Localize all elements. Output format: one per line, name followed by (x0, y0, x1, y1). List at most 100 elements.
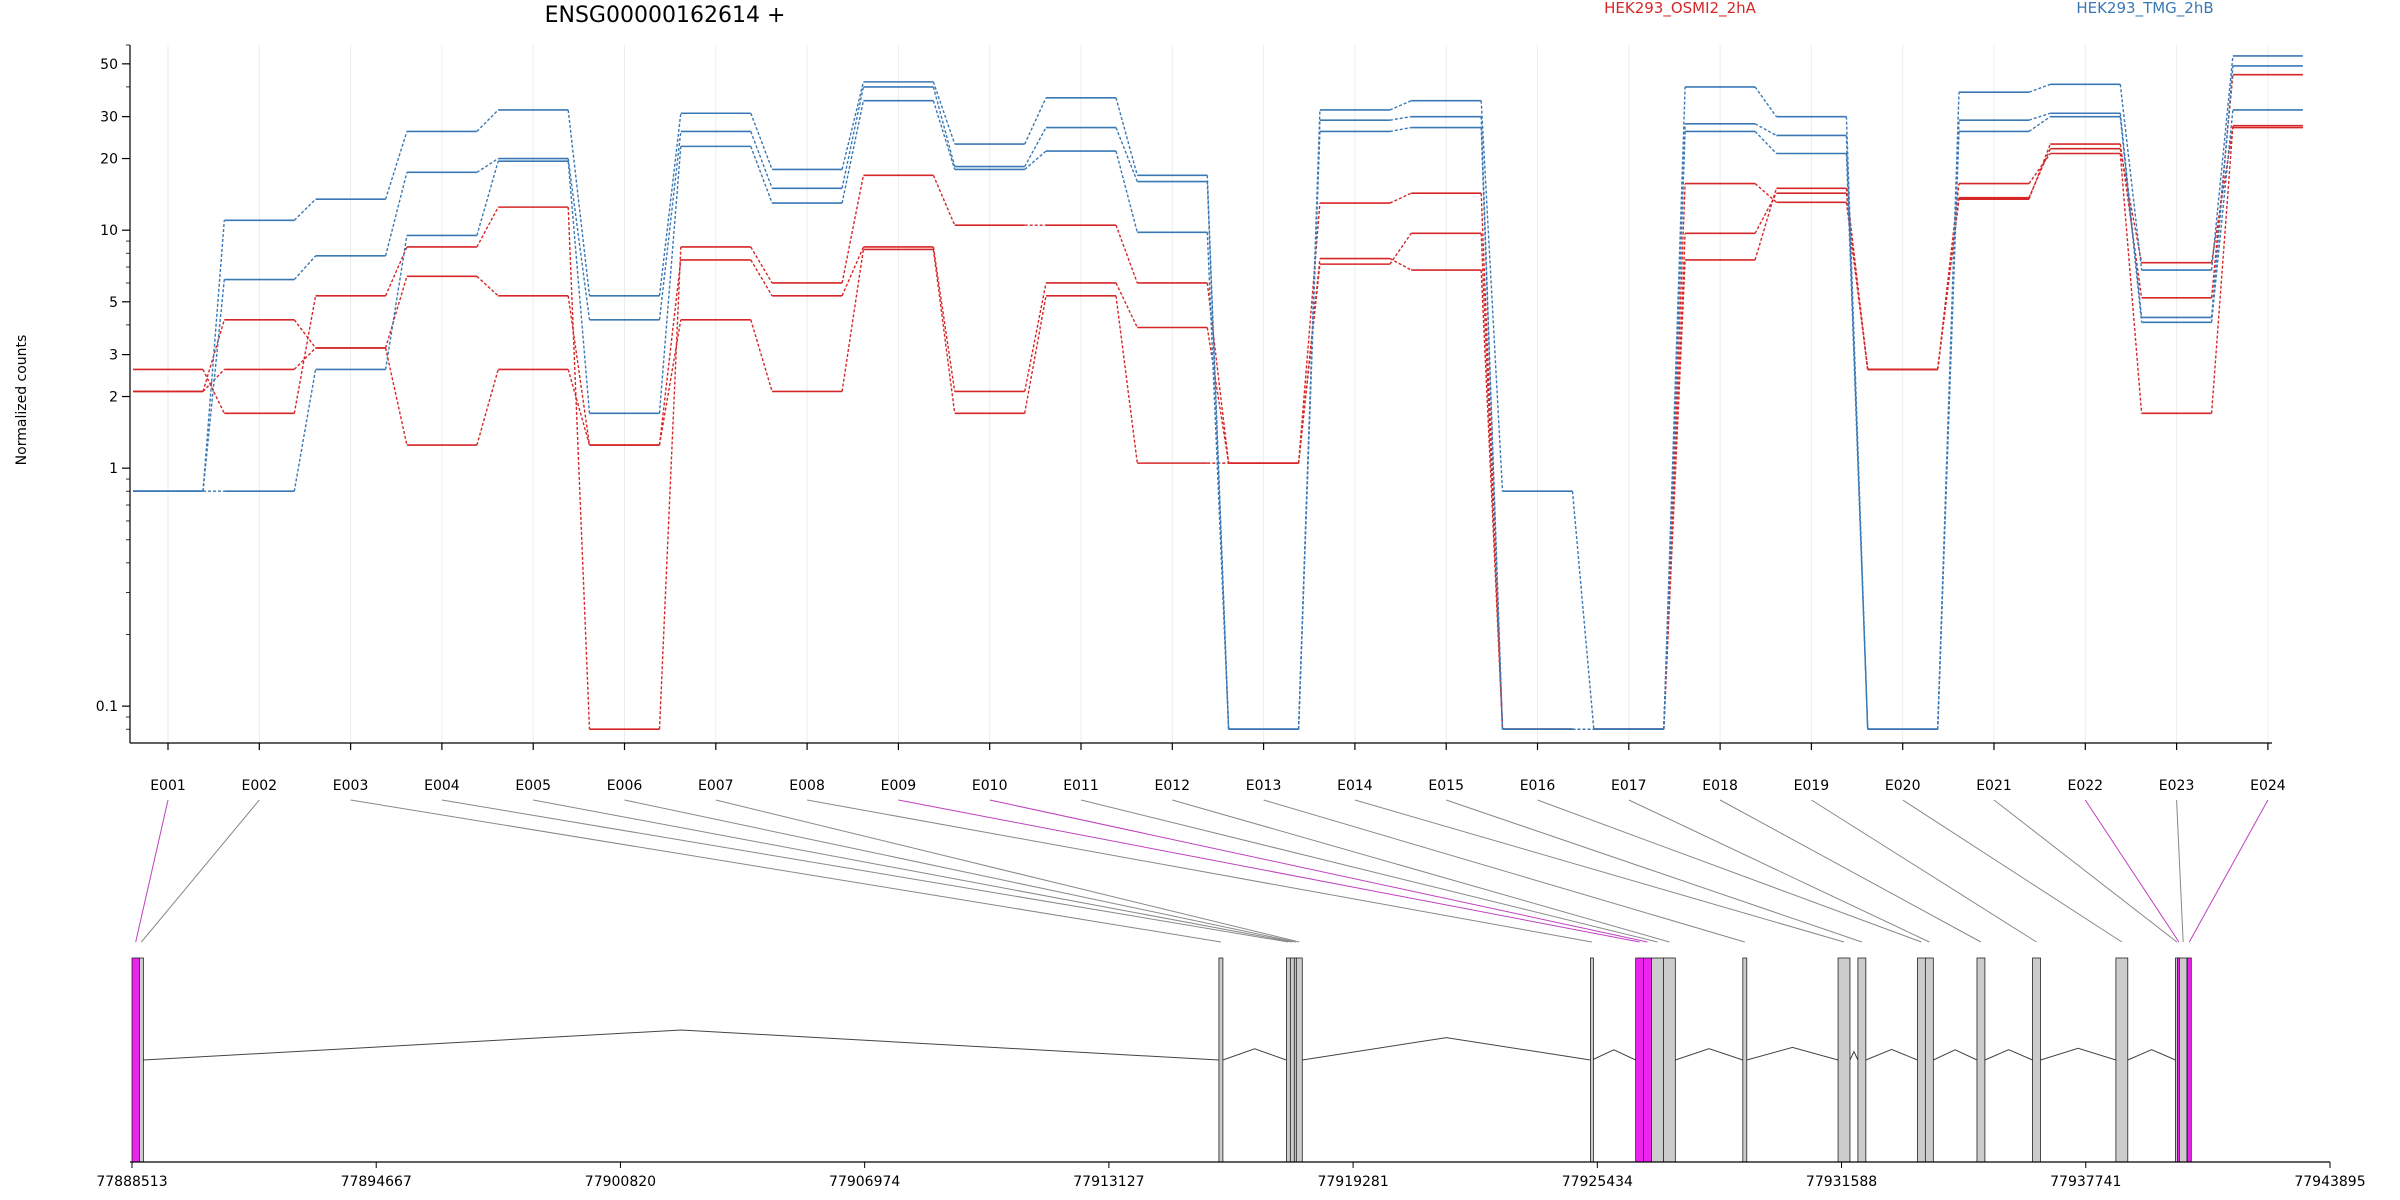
plot-axes (129, 45, 2272, 744)
connector-e002 (141, 799, 260, 943)
connector-e022 (2084, 799, 2180, 943)
intron-line (1302, 1037, 1591, 1061)
connector-e016 (1537, 799, 1922, 943)
series-2-connector (750, 259, 773, 297)
exon-box-e007 (1295, 957, 1303, 1163)
series-4-connector (1115, 97, 1138, 176)
x-tick-label-e014: E014 (1337, 778, 1373, 794)
intron-line (1746, 1046, 1839, 1061)
x-tick-label-e019: E019 (1794, 778, 1830, 794)
x-tick-label-e009: E009 (881, 778, 917, 794)
x-tick-label-e015: E015 (1428, 778, 1464, 794)
series-2-connector (2028, 148, 2051, 198)
series-1-connector (841, 175, 865, 284)
connector-e011 (1080, 799, 1658, 943)
gene-model (131, 957, 2192, 1163)
series-4-connector (1571, 491, 1595, 730)
exon-box-e003 (1218, 957, 1224, 1163)
series-6-connector (476, 160, 499, 236)
y-axis-label: Normalized counts (14, 335, 30, 466)
series-3-connector (2119, 153, 2143, 414)
exon-box-e016 (1917, 957, 1926, 1163)
series-6-connector (1663, 131, 1686, 730)
series-3-connector (293, 347, 317, 370)
series-5-connector (202, 279, 225, 492)
series-5-connector (750, 131, 773, 189)
series-1-connector (1663, 259, 1686, 730)
y-tick-label: 3 (109, 348, 118, 364)
series-1-connector (932, 175, 956, 226)
legend-entry-osmi2: HEK293_OSMI2_2hA (1604, 0, 1757, 18)
x-tick-label-e020: E020 (1885, 778, 1921, 794)
y-tick-label: 1 (109, 461, 118, 477)
connector-e009 (898, 799, 1640, 943)
connector-e003 (350, 799, 1221, 943)
series-5-connector (476, 157, 499, 173)
series-6-connector (293, 369, 317, 492)
series-6-connector (1937, 131, 1960, 730)
series-2-connector (293, 319, 317, 349)
exon-box-e004 (1286, 957, 1291, 1163)
intron-line (1984, 1049, 2033, 1061)
series-4-connector (932, 81, 956, 145)
chart-title: ENSG00000162614 + (545, 3, 786, 28)
series-2-connector (658, 259, 682, 446)
connector-e013 (1263, 799, 1745, 943)
intron-line (1591, 1049, 1636, 1061)
x-tick-label-e011: E011 (1063, 778, 1099, 794)
series-4-connector (476, 109, 499, 132)
series-1-connector (1754, 188, 1778, 261)
genomic-axis: 77888513 77894667 77900820 77906974 77913127… (96, 1161, 2366, 1190)
series-2-connector (476, 275, 499, 297)
series-5-connector (1024, 127, 1047, 167)
genomic-tick-label: 77888513 (96, 1174, 167, 1190)
series-1-connector (658, 246, 682, 730)
connector-e007 (715, 799, 1300, 943)
series-6-connector (1754, 130, 1777, 154)
series-4-connector (384, 131, 408, 200)
series-3-connector (750, 319, 773, 392)
series-5-connector (841, 86, 865, 189)
series-6-connector (1845, 153, 1869, 730)
series-6-connector (841, 100, 865, 204)
series-5-connector (1389, 115, 1412, 121)
series-6-connector (1389, 126, 1412, 133)
series-2-connector (1937, 197, 1960, 370)
series-3-connector (1024, 295, 1047, 414)
series-6-connector (1480, 127, 1504, 730)
series-4-connector (293, 198, 317, 221)
exon-box-e015 (1857, 957, 1867, 1163)
series-1-connector (202, 369, 225, 414)
genomic-tick-label: 77943895 (2294, 1174, 2365, 1190)
intron-line (2127, 1049, 2176, 1061)
exon-box-e024 (2186, 957, 2192, 1163)
x-tick-label-e008: E008 (789, 778, 825, 794)
series-6 (133, 99, 2303, 730)
series-3 (133, 124, 2303, 730)
series-3-connector (841, 249, 865, 392)
series-2-connector (1663, 233, 1686, 730)
x-tick-label-e021: E021 (1976, 778, 2012, 794)
exon-box-e018 (1976, 957, 1986, 1163)
connector-e014 (1354, 799, 1845, 943)
genomic-tick-label: 77937741 (2050, 1174, 2121, 1190)
series-3-connector (1845, 202, 1869, 370)
connector-e001 (135, 799, 169, 943)
series-3-connector (476, 369, 499, 446)
exon-box-e001 (131, 957, 140, 1163)
exon-box-e011 (1651, 957, 1664, 1163)
series-6-connector (658, 146, 682, 414)
connector-e010 (989, 799, 1648, 943)
series-2-connector (1297, 258, 1321, 464)
series-4-connector (1754, 86, 1777, 118)
series-1-connector (2119, 144, 2143, 298)
series-2-connector (1024, 282, 1047, 392)
genomic-tick-label: 77919281 (1317, 1174, 1388, 1190)
series-2-connector (1754, 192, 1778, 234)
series-3-connector (1754, 183, 1777, 203)
intron-line (1933, 1049, 1978, 1061)
x-tick-label-e003: E003 (333, 778, 369, 794)
series-2-connector (932, 246, 956, 392)
y-tick-label: 2 (109, 390, 118, 406)
